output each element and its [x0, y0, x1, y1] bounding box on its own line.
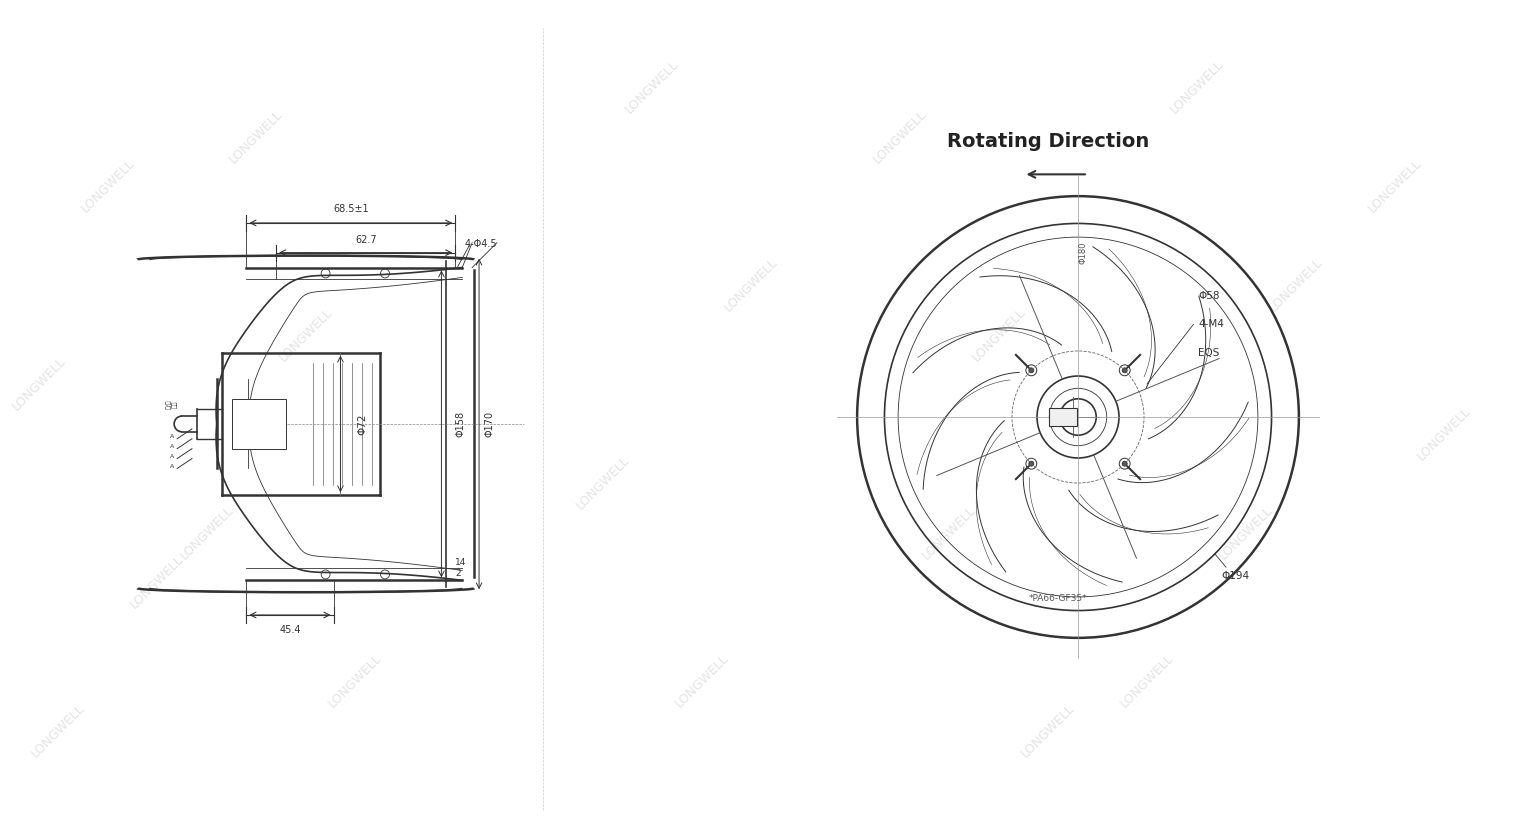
Text: 14: 14	[455, 558, 466, 567]
Text: LONGWELL: LONGWELL	[1416, 404, 1474, 463]
Text: LONGWELL: LONGWELL	[722, 256, 780, 314]
Text: LONGWELL: LONGWELL	[623, 58, 681, 117]
Text: A: A	[169, 435, 174, 440]
Text: LONGWELL: LONGWELL	[128, 553, 186, 611]
Circle shape	[1122, 368, 1127, 373]
Text: *PA66-GF35*: *PA66-GF35*	[1029, 594, 1087, 603]
Text: LONGWELL: LONGWELL	[9, 355, 67, 414]
Text: A: A	[169, 445, 174, 450]
Text: 68.5±1: 68.5±1	[333, 204, 368, 214]
Circle shape	[1029, 461, 1034, 466]
Text: LONGWELL: LONGWELL	[1266, 256, 1325, 314]
Text: Φ158: Φ158	[455, 411, 466, 437]
Text: LONGWELL: LONGWELL	[672, 652, 731, 711]
Text: 2: 2	[455, 569, 461, 578]
Text: LONGWELL: LONGWELL	[1217, 504, 1275, 562]
Text: LONGWELL: LONGWELL	[276, 305, 334, 364]
Text: 4-Φ4.5: 4-Φ4.5	[464, 239, 496, 249]
Text: LONGWELL: LONGWELL	[29, 701, 87, 760]
Circle shape	[1122, 461, 1127, 466]
Bar	[1049, 408, 1077, 426]
Circle shape	[1029, 368, 1034, 373]
Text: LONGWELL: LONGWELL	[870, 108, 928, 166]
Text: LONGWELL: LONGWELL	[1118, 652, 1177, 711]
Text: Φ180: Φ180	[1078, 241, 1087, 264]
Text: 45.4: 45.4	[279, 625, 301, 635]
Text: A: A	[169, 464, 174, 469]
Text: A: A	[169, 454, 174, 459]
Text: Rotating Direction: Rotating Direction	[947, 132, 1150, 151]
Text: LONGWELL: LONGWELL	[921, 504, 979, 562]
Text: LONGWELL: LONGWELL	[970, 305, 1028, 364]
Text: 黄/绿
接地: 黄/绿 接地	[166, 399, 179, 409]
Text: Φ72: Φ72	[357, 413, 366, 435]
Text: LONGWELL: LONGWELL	[177, 504, 237, 562]
Text: LONGWELL: LONGWELL	[574, 454, 632, 513]
Text: EQS: EQS	[1199, 348, 1220, 358]
Text: 4-M4: 4-M4	[1199, 319, 1225, 329]
Text: Φ58: Φ58	[1199, 290, 1220, 300]
Text: LONGWELL: LONGWELL	[1019, 701, 1078, 760]
Bar	[232, 399, 286, 449]
Text: LONGWELL: LONGWELL	[228, 108, 286, 166]
Text: LONGWELL: LONGWELL	[78, 157, 137, 215]
Text: Φ194: Φ194	[1222, 571, 1249, 581]
Text: 62.7: 62.7	[354, 235, 377, 245]
Text: LONGWELL: LONGWELL	[327, 652, 385, 711]
Text: LONGWELL: LONGWELL	[1365, 157, 1425, 215]
Text: Φ170: Φ170	[486, 411, 495, 437]
Text: LONGWELL: LONGWELL	[1168, 58, 1226, 117]
